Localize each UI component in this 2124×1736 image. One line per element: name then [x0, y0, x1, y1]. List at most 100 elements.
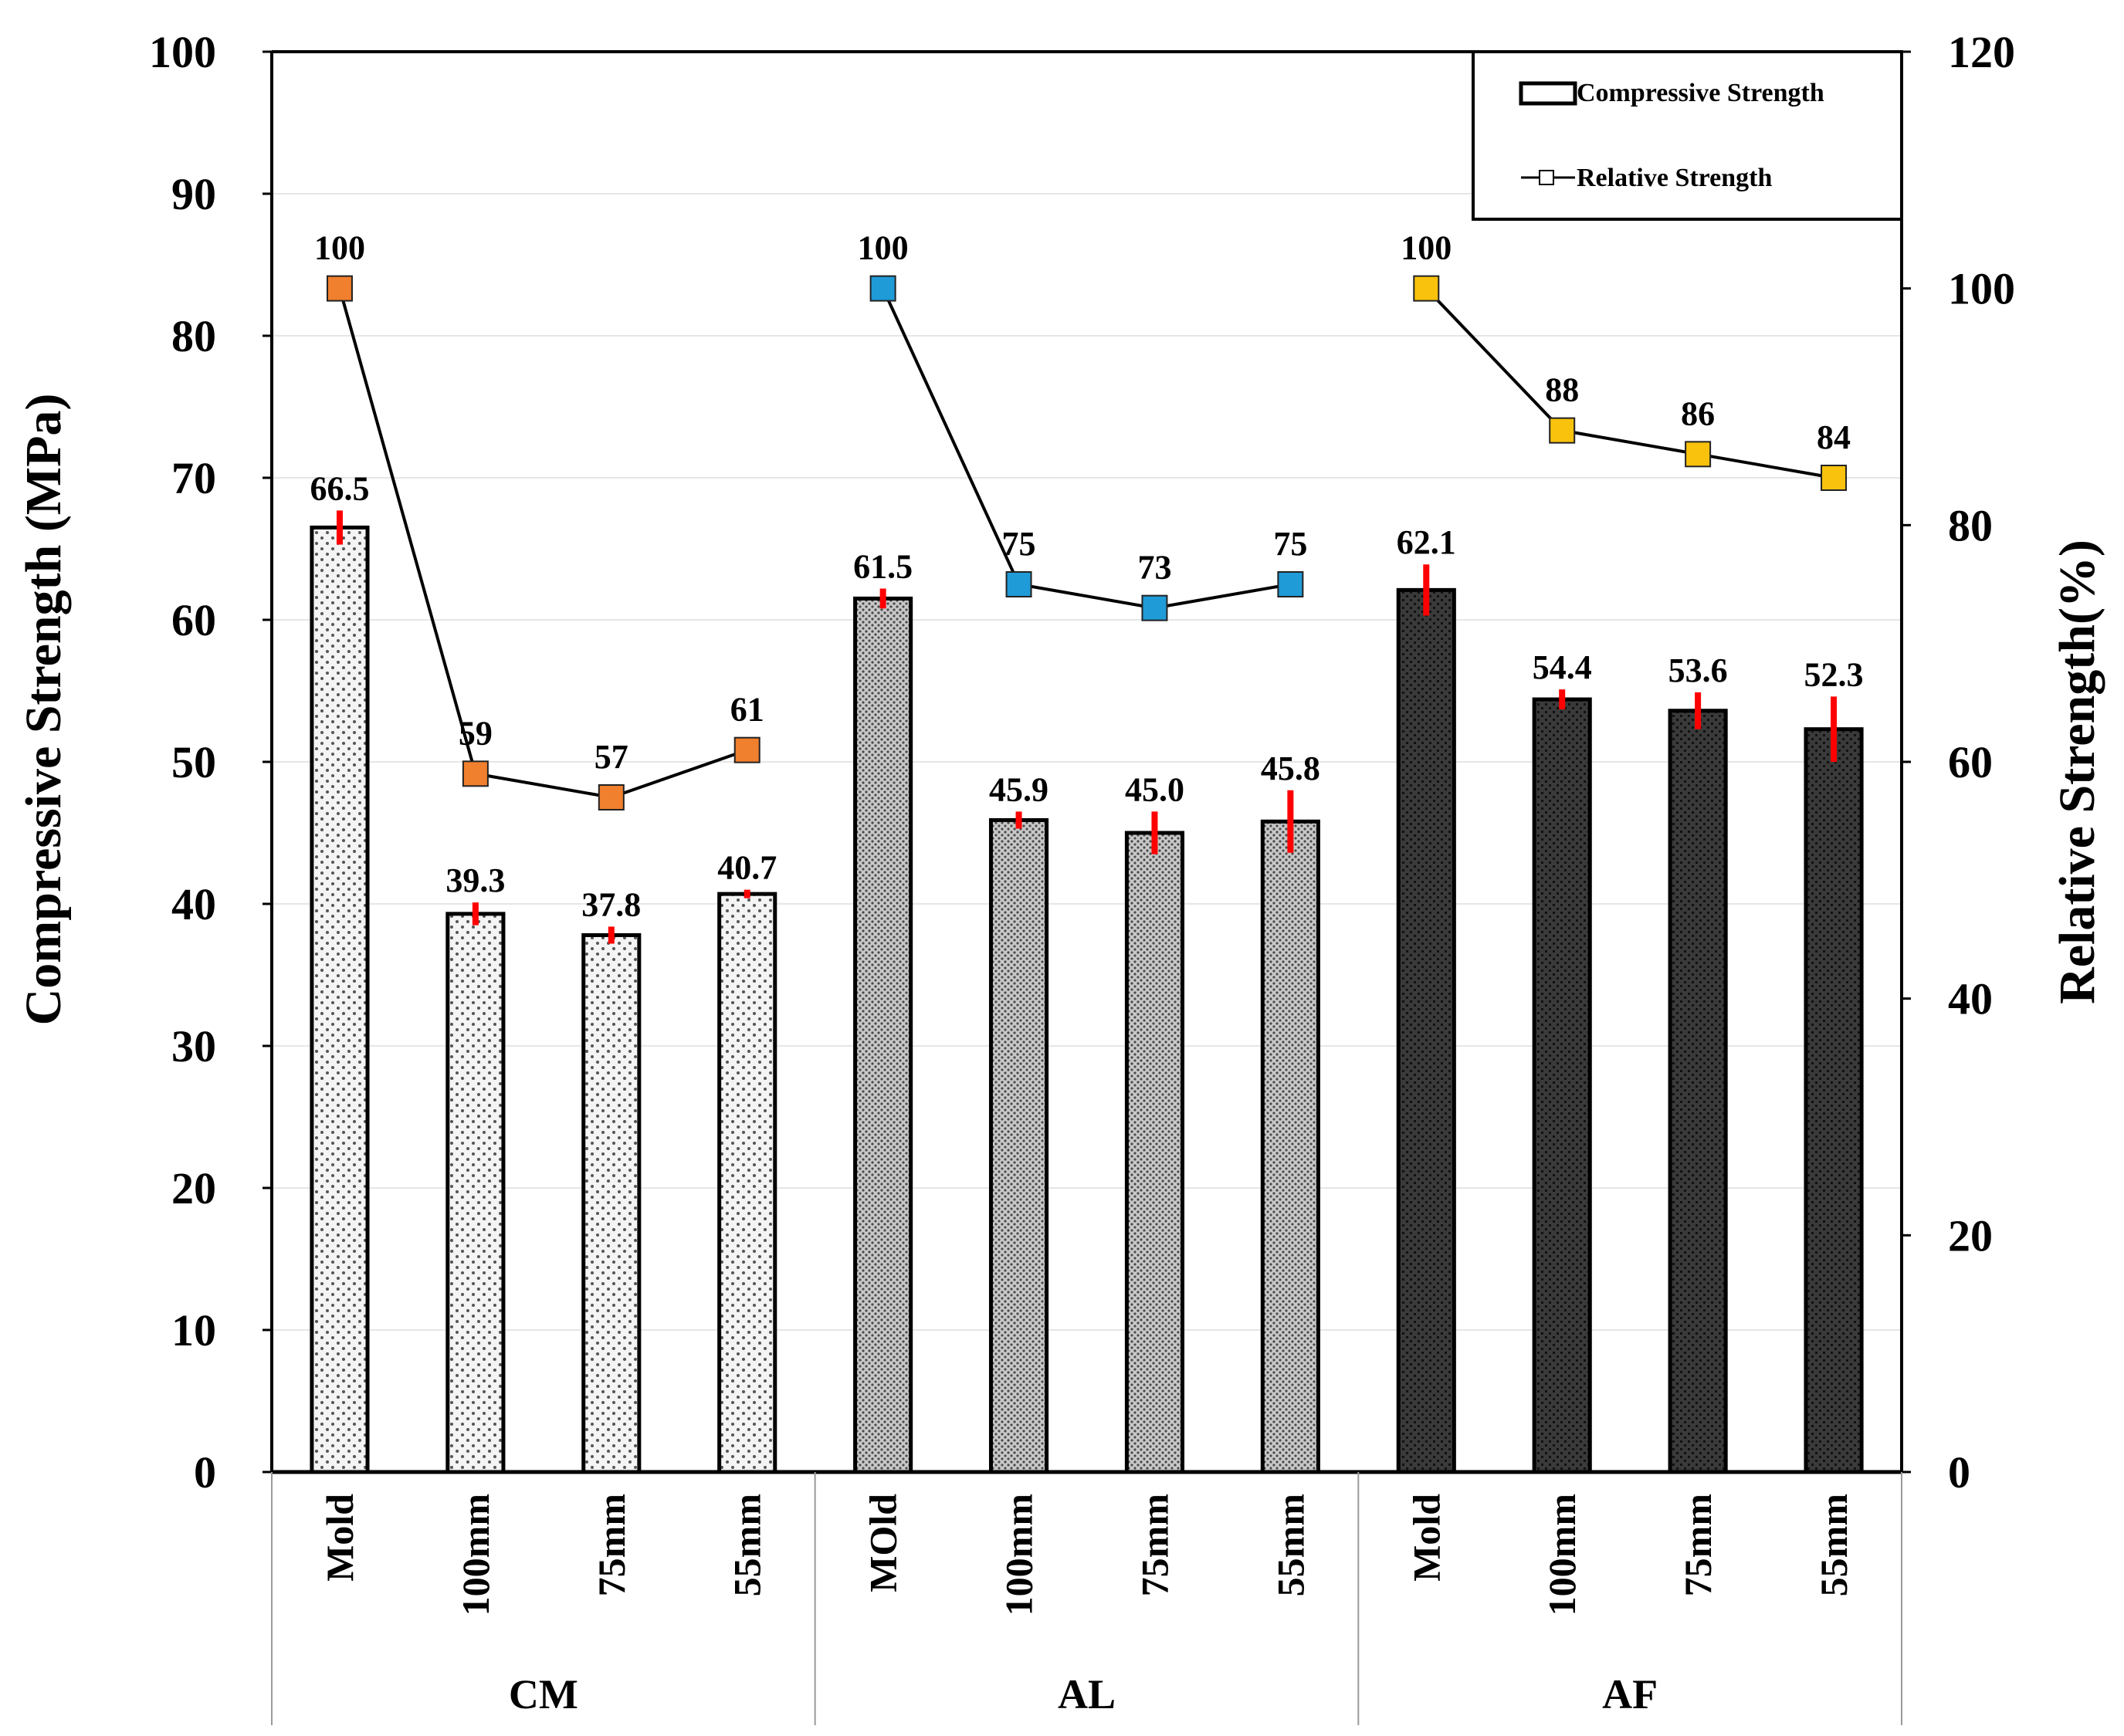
group-label: AF — [1602, 1671, 1658, 1717]
y-tick-label: 60 — [171, 595, 216, 645]
x-tick-label: Mold — [1404, 1494, 1448, 1582]
relative-marker-al-0 — [869, 275, 896, 302]
y-tick-label: 30 — [171, 1021, 216, 1071]
y2-tick-label: 0 — [1948, 1447, 1970, 1497]
group-label: CM — [509, 1671, 578, 1717]
bar-af-0 — [1396, 587, 1456, 1474]
bar-af-1 — [1532, 697, 1592, 1474]
tick-labels: 0 10 20 30 40 50 60 70 80 90 100 0 20 40 60 80 100 120 Mol… — [149, 27, 2015, 1717]
strength-label: 52.3 — [1804, 655, 1864, 693]
strength-label: 54.4 — [1533, 648, 1592, 686]
x-tick-label: 100mm — [454, 1494, 497, 1616]
x-tick-label: 75mm — [1676, 1494, 1719, 1596]
y2-tick-label: 80 — [1948, 500, 1993, 550]
strength-label: 39.3 — [445, 861, 505, 899]
relative-label: 61 — [730, 691, 764, 729]
bar-al-2 — [1124, 831, 1185, 1474]
y-tick-label: 40 — [171, 879, 216, 929]
relative-lines — [338, 287, 1834, 800]
y2-tick-label: 120 — [1948, 27, 2015, 77]
y2-tick-label: 60 — [1948, 737, 1993, 787]
strength-label: 45.8 — [1261, 750, 1320, 787]
y2-tick-label: 100 — [1948, 264, 2015, 314]
relative-marker-cm-0 — [326, 275, 353, 302]
strength-label: 40.7 — [717, 849, 777, 887]
y-tick-label: 20 — [171, 1163, 216, 1213]
bar-cm-3 — [717, 892, 777, 1474]
legend-label-relative: Relative Strength — [1577, 164, 1772, 192]
legend-box — [1472, 50, 1903, 221]
strength-label: 53.6 — [1668, 651, 1728, 689]
strength-label: 45.0 — [1125, 770, 1184, 808]
relative-marker-cm-1 — [462, 760, 489, 787]
strength-label: 45.9 — [989, 770, 1048, 808]
legend-label-strength: Compressive Strength — [1577, 79, 1824, 107]
strength-label: 66.5 — [310, 469, 369, 507]
relative-label: 75 — [1273, 525, 1307, 563]
relative-label: 100 — [314, 229, 365, 267]
relative-marker-af-2 — [1685, 441, 1712, 468]
relative-label: 59 — [459, 714, 493, 752]
strength-label: 61.5 — [853, 548, 913, 586]
bar-cm-0 — [310, 525, 370, 1474]
relative-line-cm — [338, 288, 748, 800]
relative-label: 100 — [1401, 229, 1452, 267]
bar-cm-1 — [445, 912, 506, 1474]
bar-al-1 — [988, 817, 1049, 1474]
relative-label: 73 — [1137, 549, 1171, 587]
relative-label: 100 — [858, 229, 909, 267]
axes — [263, 50, 1911, 1725]
error-bars — [336, 510, 1838, 944]
relative-label: 88 — [1545, 371, 1579, 409]
relative-marker-al-2 — [1141, 594, 1168, 621]
relative-label: 57 — [595, 738, 628, 776]
x-tick-label: 75mm — [1133, 1494, 1176, 1596]
relative-marker-af-0 — [1413, 275, 1440, 302]
relative-marker-cm-3 — [733, 736, 761, 763]
data-labels: 66.5 100 39.3 59 37.8 57 40.7 61 61.5 100 45.9 75 45… — [310, 229, 1863, 924]
bar-cm-2 — [581, 932, 642, 1474]
x-tick-label: 55mm — [1812, 1494, 1855, 1596]
strength-label: 37.8 — [581, 885, 641, 923]
x-tick-label: MOld — [862, 1494, 905, 1592]
y2-tick-label: 40 — [1948, 974, 1993, 1024]
group-label: AL — [1058, 1671, 1116, 1717]
y-tick-label: 90 — [171, 169, 216, 219]
relative-label: 75 — [1002, 525, 1036, 563]
relative-label: 84 — [1817, 418, 1851, 456]
bar-af-2 — [1668, 709, 1728, 1474]
y-axis-title: Compressive Strength (MPa) — [15, 394, 72, 1026]
y-tick-label: 10 — [171, 1305, 216, 1355]
bar-al-0 — [853, 596, 913, 1474]
y-tick-label: 80 — [171, 311, 216, 361]
relative-marker-al-1 — [1005, 571, 1032, 597]
x-tick-label: 55mm — [726, 1494, 769, 1596]
bar-al-3 — [1260, 819, 1320, 1474]
y2-tick-label: 20 — [1948, 1210, 1993, 1261]
x-tick-label: 100mm — [998, 1494, 1041, 1616]
relative-line-al — [881, 287, 1291, 610]
relative-label: 86 — [1681, 394, 1715, 432]
legend: Compressive Strength Relative Strength — [1472, 50, 1903, 221]
grid-lines — [272, 51, 1902, 1331]
y-tick-label: 70 — [171, 453, 216, 503]
y-tick-label: 100 — [149, 27, 216, 77]
legend-swatch-strength — [1519, 81, 1577, 106]
relative-markers — [326, 275, 1848, 810]
x-tick-label: 55mm — [1269, 1494, 1312, 1596]
legend-marker-relative — [1539, 170, 1554, 185]
relative-marker-cm-2 — [598, 784, 625, 810]
relative-marker-af-1 — [1549, 417, 1576, 444]
x-tick-label: 75mm — [590, 1494, 633, 1596]
relative-line-af — [1424, 287, 1834, 479]
y2-axis-title: Relative Strength(%) — [2049, 540, 2105, 1004]
relative-marker-af-3 — [1821, 465, 1848, 491]
x-tick-label: 100mm — [1540, 1494, 1584, 1616]
strength-label: 62.1 — [1397, 523, 1456, 561]
y-tick-label: 50 — [171, 737, 216, 787]
bar-af-3 — [1804, 727, 1864, 1474]
x-tick-label: Mold — [318, 1494, 361, 1582]
relative-marker-al-3 — [1277, 571, 1304, 597]
y-tick-label: 0 — [194, 1447, 216, 1497]
